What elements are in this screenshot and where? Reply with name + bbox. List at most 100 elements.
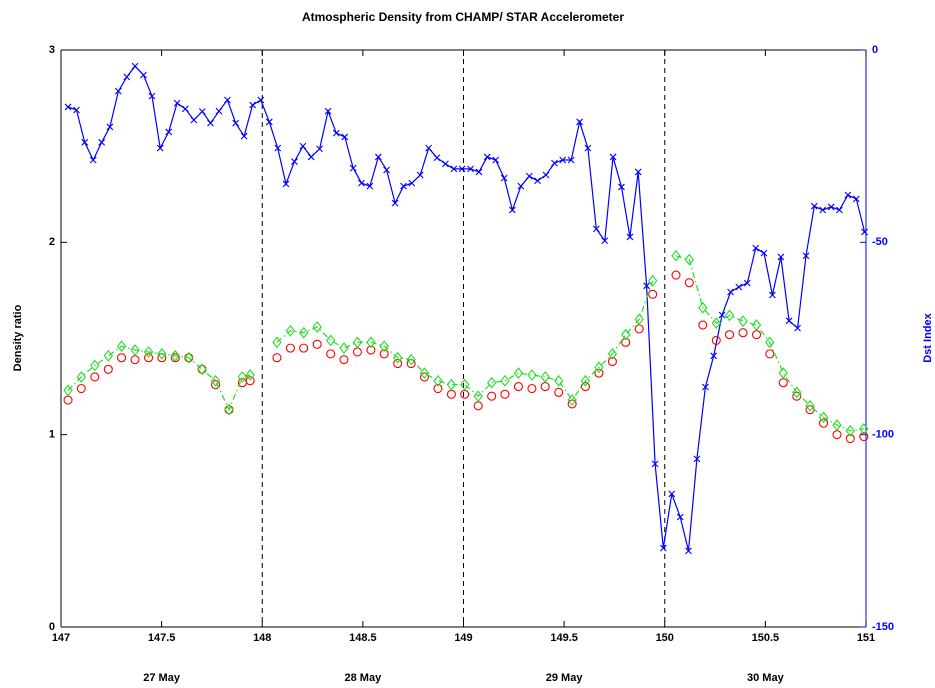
- y-tick-label: 0: [49, 621, 55, 633]
- x-marker: [718, 311, 726, 319]
- diamond-marker: [698, 301, 708, 314]
- circle-marker: [527, 383, 537, 394]
- x-marker: [316, 145, 323, 153]
- x-marker: [626, 233, 634, 241]
- diamond-marker: [607, 348, 618, 360]
- diamond-marker: [527, 369, 537, 381]
- circle-marker: [299, 343, 309, 353]
- diamond-marker: [312, 321, 322, 333]
- circle-marker: [513, 382, 523, 392]
- circle-marker: [352, 347, 362, 357]
- x-marker: [475, 168, 483, 176]
- diamond-marker: [446, 378, 457, 391]
- x-marker: [769, 291, 776, 299]
- x-marker: [341, 133, 349, 141]
- x-marker: [592, 225, 600, 233]
- diamond-marker: [460, 378, 470, 391]
- diamond-marker: [237, 371, 248, 383]
- diamond-marker: [738, 315, 748, 328]
- x-marker: [676, 513, 684, 521]
- circle-marker: [460, 389, 470, 399]
- x-marker: [601, 237, 609, 245]
- diamond-marker: [433, 374, 443, 387]
- circle-marker: [594, 368, 604, 378]
- circle-marker: [117, 353, 127, 363]
- x-marker: [232, 119, 240, 127]
- diamond-marker: [567, 394, 577, 406]
- x-marker: [743, 279, 751, 287]
- x-marker: [500, 174, 508, 182]
- diamond-marker: [540, 371, 550, 383]
- x-tick-label: 150.5: [752, 632, 780, 644]
- circle-marker: [170, 353, 180, 363]
- circle-marker: [272, 353, 282, 363]
- x-marker: [609, 153, 617, 161]
- day-label: 29 May: [546, 672, 584, 684]
- circle-marker: [818, 418, 829, 428]
- series-line: [67, 65, 866, 551]
- x-marker: [643, 282, 651, 290]
- x-marker: [861, 228, 868, 236]
- x-marker: [408, 179, 416, 187]
- circle-marker: [76, 383, 86, 394]
- x-marker: [73, 106, 80, 114]
- x-marker: [140, 71, 147, 79]
- x-tick-label: 150: [656, 632, 674, 644]
- circle-marker: [765, 349, 775, 359]
- circle-marker: [312, 339, 322, 349]
- x-tick-label: 148.5: [349, 632, 377, 644]
- x-marker: [433, 154, 441, 162]
- x-marker: [458, 165, 466, 173]
- diamond-marker: [285, 324, 296, 337]
- circle-marker: [725, 330, 735, 340]
- x-marker: [794, 324, 801, 332]
- x-marker: [224, 96, 231, 104]
- x-marker: [685, 547, 692, 555]
- x-marker: [332, 129, 340, 137]
- diamond-marker: [197, 363, 207, 376]
- x-tick-label: 147.5: [148, 632, 176, 644]
- circle-marker: [738, 328, 748, 338]
- x-marker: [618, 183, 625, 191]
- x-tick-label: 149.5: [550, 632, 578, 644]
- circle-marker: [393, 358, 403, 369]
- circle-marker: [751, 330, 762, 340]
- diamond-marker: [392, 351, 403, 364]
- x-marker: [836, 206, 843, 214]
- x-marker: [441, 160, 449, 168]
- x-marker: [509, 206, 516, 214]
- x-marker: [810, 202, 818, 210]
- diamond-marker: [832, 419, 842, 431]
- y2-tick-label: -150: [872, 621, 894, 633]
- x-marker: [844, 191, 852, 199]
- diamond-marker: [580, 374, 591, 387]
- x-marker: [81, 138, 89, 146]
- x-marker: [307, 153, 315, 161]
- circle-marker: [580, 382, 591, 392]
- diamond-marker: [486, 376, 497, 389]
- x-marker: [165, 128, 173, 136]
- x-marker: [366, 182, 374, 190]
- day-label: 27 May: [143, 672, 181, 684]
- circle-marker: [621, 337, 631, 347]
- diamond-marker: [792, 386, 802, 399]
- x-marker: [785, 317, 793, 325]
- circle-marker: [540, 382, 550, 392]
- diamond-marker: [647, 274, 658, 287]
- x-marker: [198, 108, 206, 115]
- diamond-marker: [634, 313, 644, 326]
- x-marker: [819, 206, 827, 214]
- x-tick-label: 151: [857, 632, 875, 644]
- diamond-marker: [724, 309, 735, 322]
- x-marker: [542, 171, 550, 179]
- circle-marker: [634, 324, 644, 334]
- chart-title: Atmospheric Density from CHAMP/ STAR Acc…: [302, 10, 624, 24]
- x-marker: [383, 166, 391, 174]
- x-marker: [534, 177, 541, 185]
- diamond-marker: [805, 399, 815, 412]
- x-marker: [400, 182, 407, 190]
- diamond-marker: [684, 253, 695, 266]
- circle-marker: [285, 343, 295, 353]
- y-tick-label: 3: [49, 44, 55, 56]
